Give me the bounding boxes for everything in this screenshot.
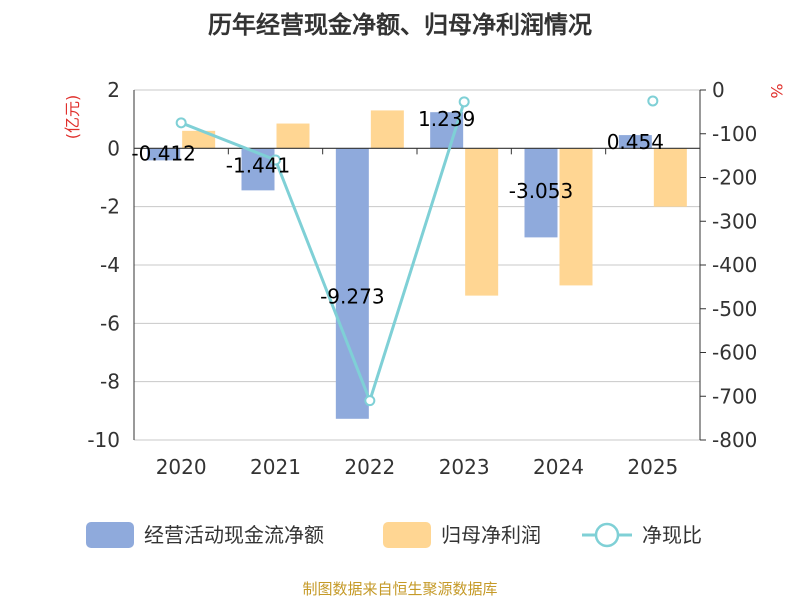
ratio-line	[177, 96, 658, 405]
category-label: 2024	[533, 455, 584, 479]
right-tick-label: -300	[712, 209, 757, 233]
right-tick-label: 0	[712, 78, 725, 102]
right-tick-label: -800	[712, 428, 757, 452]
data-label-cashflow: -9.273	[320, 285, 384, 309]
legend-marker-ratio	[594, 522, 620, 548]
bar-cashflow	[335, 148, 369, 419]
bar-profit	[276, 123, 310, 149]
bar-profit	[370, 110, 404, 149]
bar-cashflow	[524, 148, 558, 238]
right-axis-unit: %	[767, 83, 786, 98]
left-axis-unit: (亿元)	[63, 95, 82, 140]
data-label-cashflow: 0.454	[607, 130, 664, 154]
bar-cashflow	[147, 148, 181, 161]
right-tick-label: -200	[712, 166, 757, 190]
category-label: 2023	[439, 455, 490, 479]
bar-cashflow	[618, 135, 652, 149]
right-tick-label: -100	[712, 122, 757, 146]
right-tick-label: -700	[712, 384, 757, 408]
bar-profit	[559, 148, 593, 286]
legend-label-ratio: 净现比	[642, 523, 702, 547]
right-tick-label: -600	[712, 341, 757, 365]
category-label: 2020	[156, 455, 207, 479]
data-label-cashflow: -0.412	[131, 141, 195, 165]
legend: 经营活动现金流净额 归母净利润 净现比	[86, 522, 702, 548]
ratio-point	[175, 117, 187, 129]
ratio-point	[458, 96, 470, 108]
legend-swatch-profit	[383, 522, 431, 548]
ratio-point	[647, 95, 659, 107]
left-tick-label: -6	[100, 311, 120, 335]
legend-swatch-cashflow	[86, 522, 134, 548]
left-tick-label: 2	[107, 78, 120, 102]
legend-label-cashflow: 经营活动现金流净额	[144, 523, 324, 547]
bars	[147, 110, 687, 419]
left-tick-label: -4	[100, 253, 120, 277]
data-label-cashflow: -1.441	[226, 153, 290, 177]
gridlines	[134, 89, 700, 441]
ratio-point	[364, 395, 376, 407]
axes: 20-2-4-6-8-100-100-200-300-400-500-600-7…	[87, 78, 757, 479]
data-labels: -0.412 -1.441 -9.273 1.239 -3.053 0.454	[131, 107, 664, 308]
source-note: 制图数据来自恒生聚源数据库	[302, 580, 497, 598]
right-tick-label: -400	[712, 253, 757, 277]
bar-profit	[182, 130, 216, 149]
category-label: 2025	[627, 455, 678, 479]
data-label-cashflow: -3.053	[509, 179, 573, 203]
right-tick-label: -500	[712, 297, 757, 321]
bar-profit	[653, 148, 687, 207]
category-label: 2021	[250, 455, 301, 479]
left-tick-label: -2	[100, 195, 120, 219]
left-tick-label: 0	[107, 136, 120, 160]
data-label-cashflow: 1.239	[418, 107, 475, 131]
ratio-point	[270, 154, 281, 166]
bar-cashflow	[241, 148, 275, 191]
bar-profit	[465, 148, 499, 296]
left-tick-label: -8	[100, 370, 120, 394]
category-label: 2022	[344, 455, 395, 479]
legend-label-profit: 归母净利润	[441, 523, 541, 547]
left-tick-label: -10	[87, 428, 120, 452]
chart-title: 历年经营现金净额、归母净利润情况	[208, 11, 592, 39]
